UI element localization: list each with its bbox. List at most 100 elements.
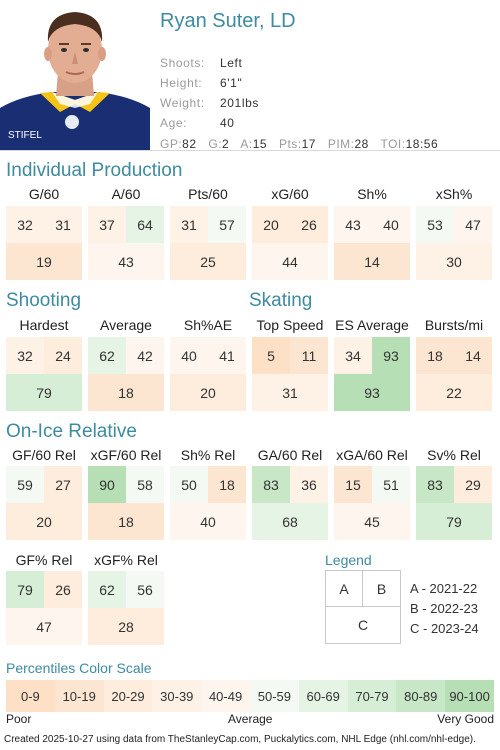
season-stats-line: GP:82 G:2 A:15 Pts:17 PIM:28 TOI:18:56: [160, 137, 446, 151]
stat-label: Pts:: [278, 137, 302, 151]
stat-label: PIM:: [327, 137, 355, 151]
percentile-cell-c: 20: [170, 374, 246, 411]
metric-box-top-speed: 5 11 31: [252, 337, 328, 411]
scale-bin: 50-59: [249, 680, 299, 712]
metric-label-pts-60: Pts/60: [188, 186, 228, 202]
legend-entry-a: A - 2021-22: [410, 581, 478, 596]
metric-box-xgf-60-rel: 90 58 18: [88, 466, 164, 540]
percentile-cell-a: 83: [252, 466, 290, 503]
metric-box-a-60: 37 64 43: [88, 206, 164, 280]
section-title-skating: Skating: [249, 290, 313, 311]
percentile-cell-c: 19: [6, 243, 82, 280]
percentile-color-scale: 0-9 10-19 20-29 30-39 40-49 50-59 60-69 70-79 80…: [6, 680, 494, 712]
bio-value: Left: [220, 56, 243, 70]
metric-box-xgf-rel: 62 56 28: [88, 571, 164, 645]
percentile-cell-b: 27: [44, 466, 82, 503]
metric-label-xgf-60-rel: xGF/60 Rel: [90, 447, 162, 463]
percentile-cell-a: 32: [6, 337, 44, 374]
metric-box-xsh: 53 47 30: [416, 206, 492, 280]
percentile-cell-c: 28: [88, 608, 164, 645]
percentile-cell-b: 18: [208, 466, 246, 503]
percentile-cell-c: 79: [416, 503, 492, 540]
percentile-cell-b: 56: [126, 571, 164, 608]
legend-cell-b: B: [363, 571, 400, 607]
footer-credit: Created 2025-10-27 using data from TheSt…: [4, 734, 476, 745]
percentile-cell-c: 20: [6, 503, 82, 540]
percentile-cell-c: 14: [334, 243, 410, 280]
scale-bin: 60-69: [298, 680, 348, 712]
scale-bin: 20-29: [103, 680, 153, 712]
metric-label-xgf-rel: xGF% Rel: [94, 552, 158, 568]
metric-box-ga-60-rel: 83 36 68: [252, 466, 328, 540]
metric-box-gf-60-rel: 59 27 20: [6, 466, 82, 540]
percentile-cell-a: 15: [334, 466, 372, 503]
metric-label-xga-60-rel: xGA/60 Rel: [336, 447, 408, 463]
percentile-cell-a: 32: [6, 206, 44, 243]
bio-label: Age:: [160, 116, 188, 130]
stat-value: 17: [301, 137, 316, 151]
legend-entry-b: B - 2022-23: [410, 601, 478, 616]
metric-label-average: Average: [100, 317, 152, 333]
bio-label: Weight:: [160, 96, 205, 110]
percentile-cell-b: 24: [44, 337, 82, 374]
metric-box-sh-rel: 50 18 40: [170, 466, 246, 540]
percentile-cell-c: 30: [416, 243, 492, 280]
scale-bin: 30-39: [152, 680, 202, 712]
percentile-cell-b: 14: [454, 337, 492, 374]
bio-label: Shoots:: [160, 56, 205, 70]
percentile-cell-a: 90: [88, 466, 126, 503]
metric-box-hardest: 32 24 79: [6, 337, 82, 411]
percentile-cell-c: 68: [252, 503, 328, 540]
percentile-cell-a: 34: [334, 337, 372, 374]
player-name: Ryan Suter, LD: [160, 10, 296, 32]
percentile-cell-a: 31: [170, 206, 208, 243]
percentile-cell-b: 93: [372, 337, 410, 374]
player-photo: STIFEL: [0, 0, 150, 150]
percentile-cell-c: 22: [416, 374, 492, 411]
stat-value: 18:56: [405, 137, 439, 151]
scale-bin: 90-100: [445, 680, 494, 712]
percentile-cell-a: 62: [88, 571, 126, 608]
stat-value: 15: [252, 137, 268, 151]
metric-label-es-average: ES Average: [335, 317, 409, 333]
metric-box-xga-60-rel: 15 51 45: [334, 466, 410, 540]
percentile-cell-b: 29: [454, 466, 492, 503]
percentile-cell-c: 45: [334, 503, 410, 540]
percentile-cell-c: 31: [252, 374, 328, 411]
metric-box-es-average: 34 93 93: [334, 337, 410, 411]
jersey-text: STIFEL: [8, 130, 42, 141]
metric-box-pts-60: 31 57 25: [170, 206, 246, 280]
percentile-cell-c: 44: [252, 243, 328, 280]
percentile-cell-b: 11: [290, 337, 328, 374]
percentile-cell-c: 40: [170, 503, 246, 540]
percentile-cell-c: 25: [170, 243, 246, 280]
scale-title: Percentiles Color Scale: [6, 660, 152, 676]
percentile-cell-a: 59: [6, 466, 44, 503]
legend-box: A B C: [325, 570, 401, 644]
scale-mid-label: Average: [228, 712, 273, 726]
metric-box-bursts-mi: 18 14 22: [416, 337, 492, 411]
metric-label-gf-60-rel: GF/60 Rel: [12, 447, 76, 463]
percentile-cell-b: 51: [372, 466, 410, 503]
bio-label: Height:: [160, 76, 203, 90]
percentile-cell-b: 40: [372, 206, 410, 243]
metric-label-g-60: G/60: [28, 186, 60, 202]
percentile-cell-a: 83: [416, 466, 454, 503]
metric-box-sh-ae: 40 41 20: [170, 337, 246, 411]
percentile-cell-c: 93: [334, 374, 410, 411]
stat-label: GP:: [160, 137, 183, 151]
percentile-cell-a: 53: [416, 206, 454, 243]
legend-entry-c: C - 2023-24: [410, 621, 479, 636]
metric-box-average: 62 42 18: [88, 337, 164, 411]
percentile-cell-b: 41: [208, 337, 246, 374]
percentile-cell-c: 18: [88, 503, 164, 540]
percentile-cell-a: 20: [252, 206, 290, 243]
percentile-cell-a: 50: [170, 466, 208, 503]
percentile-cell-c: 47: [6, 608, 82, 645]
metric-label-hardest: Hardest: [19, 317, 69, 333]
legend-cell-a: A: [326, 571, 363, 607]
player-headshot-image: STIFEL: [0, 0, 150, 150]
stat-label: TOI:: [380, 137, 406, 151]
percentile-cell-b: 36: [290, 466, 328, 503]
percentile-cell-c: 79: [6, 374, 82, 411]
